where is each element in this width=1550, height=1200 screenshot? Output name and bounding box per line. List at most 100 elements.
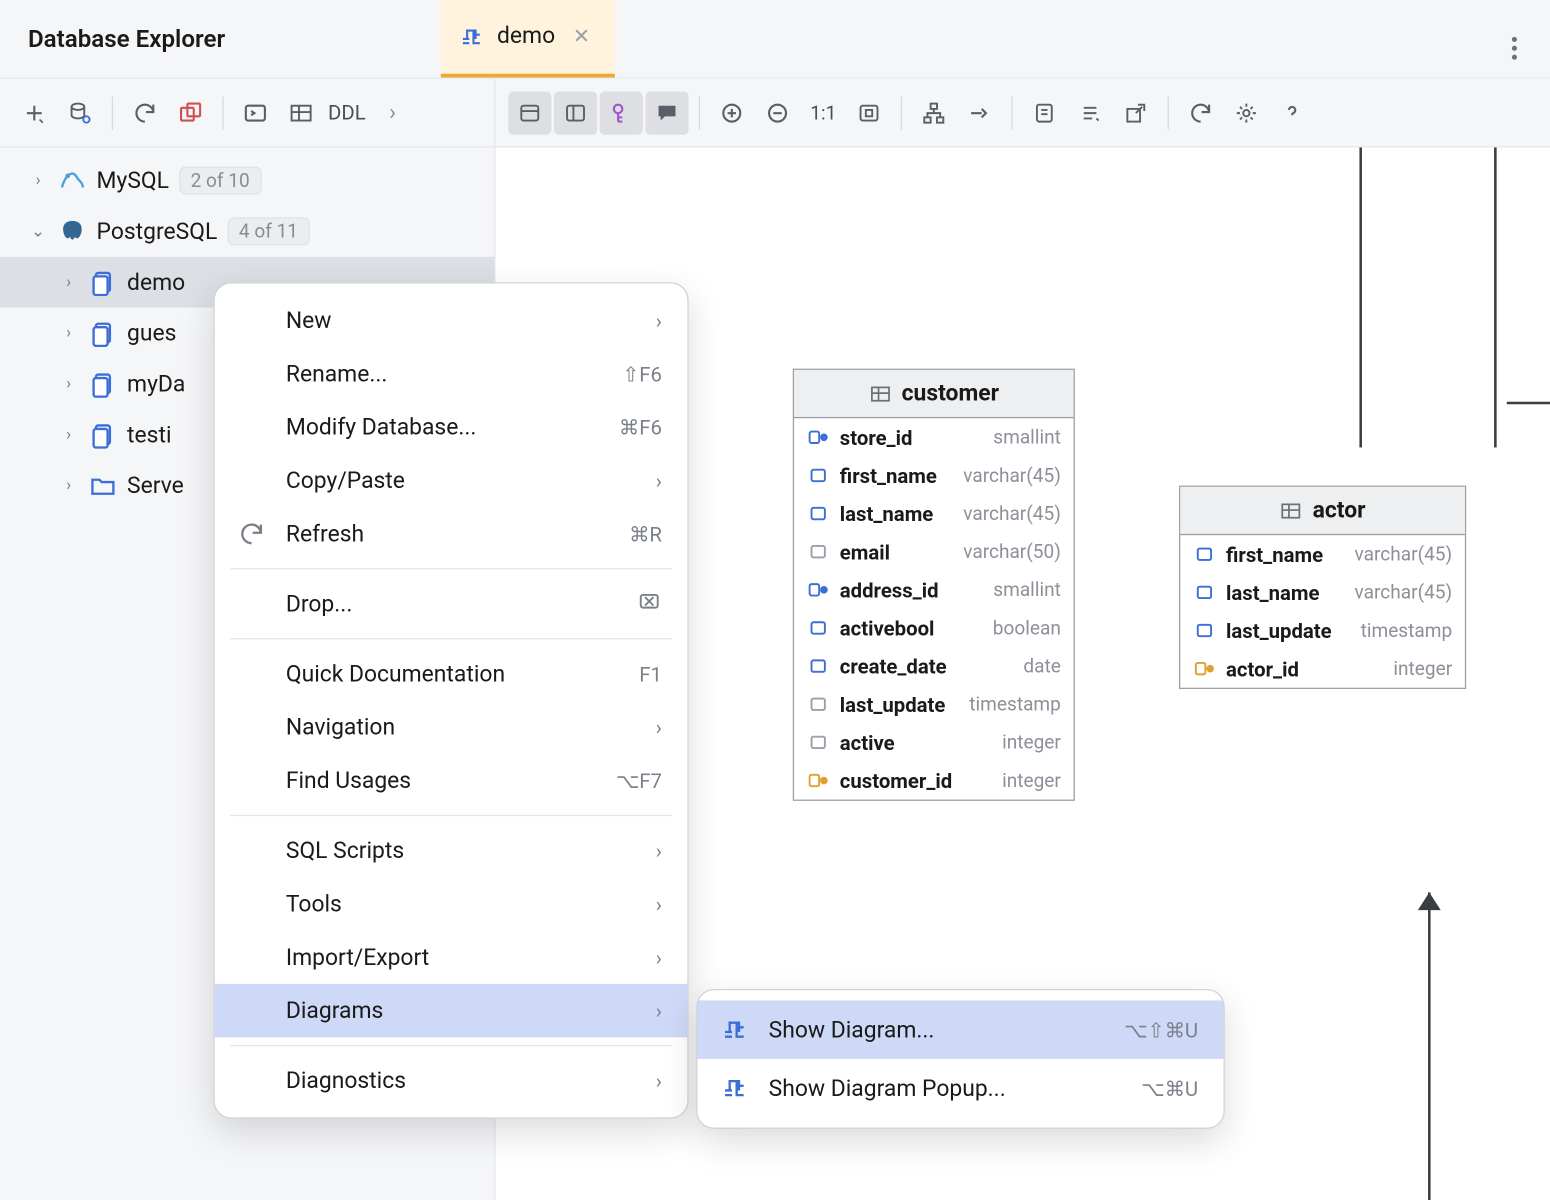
menu-item-modify[interactable]: Modify Database...⌘F6 xyxy=(215,400,688,453)
menu-item-drop[interactable]: Drop... xyxy=(215,577,688,630)
layout-mode-1-button[interactable] xyxy=(508,91,551,134)
table-column: first_name varchar(45) xyxy=(794,456,1074,494)
tab-label: demo xyxy=(497,23,555,50)
chevron-right-icon: › xyxy=(656,715,662,739)
chevron-right-icon: › xyxy=(656,999,662,1023)
fit-button[interactable] xyxy=(847,91,890,134)
add-button[interactable] xyxy=(13,91,56,134)
menu-item-show-diagram-popup[interactable]: Show Diagram Popup...⌥⌘U xyxy=(698,1059,1224,1117)
column-name: last_name xyxy=(1226,580,1319,604)
table-column: last_namevarchar(45) xyxy=(1180,573,1465,611)
column-icon xyxy=(807,578,830,601)
column-icon xyxy=(807,731,830,754)
menu-item-diagrams[interactable]: Diagrams› xyxy=(215,984,688,1037)
expand-toolbar-button[interactable]: › xyxy=(371,91,414,134)
column-type: timestamp xyxy=(1361,619,1453,642)
table-title: actor xyxy=(1313,497,1366,524)
menu-item-rename[interactable]: Rename...⇧F6 xyxy=(215,347,688,400)
postgresql-icon xyxy=(58,217,86,245)
zoom-in-button[interactable] xyxy=(710,91,753,134)
chevron-right-icon: › xyxy=(58,425,78,444)
menu-item-import-export[interactable]: Import/Export› xyxy=(215,931,688,984)
tree-label: gues xyxy=(127,320,176,347)
panel-title: Database Explorer xyxy=(28,24,225,53)
column-type: smallint xyxy=(993,578,1061,601)
chevron-right-icon: › xyxy=(656,1068,662,1092)
help-button[interactable] xyxy=(1270,91,1313,134)
more-button[interactable] xyxy=(1499,10,1529,67)
table-title: customer xyxy=(902,380,999,407)
database-icon xyxy=(89,319,117,347)
zoom-out-button[interactable] xyxy=(756,91,799,134)
show-comments-button[interactable] xyxy=(645,91,688,134)
column-name: first_name xyxy=(840,463,937,487)
menu-item-copy-paste[interactable]: Copy/Paste› xyxy=(215,454,688,507)
table-column: last_updatetimestamp xyxy=(794,685,1074,723)
doc-button[interactable] xyxy=(1023,91,1066,134)
menu-item-find-usages[interactable]: Find Usages⌥F7 xyxy=(215,754,688,807)
table-button[interactable] xyxy=(280,91,323,134)
column-name: store_id xyxy=(840,425,913,449)
layout-mode-2-button[interactable] xyxy=(554,91,597,134)
menu-item-diagnostics[interactable]: Diagnostics› xyxy=(215,1054,688,1107)
separator xyxy=(699,96,700,129)
diagram-toolbar: 1:1 xyxy=(495,79,1550,148)
column-icon xyxy=(1193,543,1216,566)
sync-button[interactable] xyxy=(1179,91,1222,134)
ddl-button[interactable]: DDL xyxy=(325,91,368,134)
table-customer[interactable]: customerstore_idsmallintfirst_namevarcha… xyxy=(793,369,1075,801)
column-type: varchar(45) xyxy=(963,464,1061,487)
layout-button[interactable] xyxy=(912,91,955,134)
list-button[interactable] xyxy=(1068,91,1111,134)
table-column: address_idsmallint xyxy=(794,571,1074,609)
settings-button[interactable] xyxy=(1225,91,1268,134)
menu-separator xyxy=(230,638,672,639)
column-type: varchar(45) xyxy=(963,502,1061,525)
tab-demo[interactable]: demo ✕ xyxy=(441,0,615,78)
stop-button[interactable] xyxy=(169,91,212,134)
chevron-right-icon: › xyxy=(656,838,662,862)
chevron-right-icon: › xyxy=(656,892,662,916)
table-actor[interactable]: actor first_name varchar(45) last_namevarch… xyxy=(1179,486,1466,689)
table-column: last_updatetimestamp xyxy=(1180,611,1465,649)
menu-item-show-diagram[interactable]: Show Diagram...⌥⇧⌘U xyxy=(698,1000,1224,1058)
zoom-reset-button[interactable]: 1:1 xyxy=(802,91,845,134)
tree-label: PostgreSQL xyxy=(97,218,218,245)
column-icon xyxy=(1193,619,1216,642)
column-type: integer xyxy=(1002,731,1061,754)
console-button[interactable] xyxy=(234,91,277,134)
table-column: emailvarchar(50) xyxy=(794,533,1074,571)
datasource-settings-button[interactable] xyxy=(58,91,101,134)
column-name: actor_id xyxy=(1226,657,1299,681)
column-type: varchar(45) xyxy=(1355,543,1453,566)
menu-separator xyxy=(230,815,672,816)
chevron-down-icon: ⌄ xyxy=(28,222,48,241)
mysql-icon xyxy=(58,167,86,195)
menu-item-quick-doc[interactable]: Quick DocumentationF1 xyxy=(215,647,688,700)
menu-item-new[interactable]: New› xyxy=(215,294,688,347)
table-header: actor xyxy=(1180,487,1465,535)
column-name: customer_id xyxy=(840,768,952,792)
database-icon xyxy=(89,421,117,449)
column-name: first_name xyxy=(1226,542,1323,566)
show-keys-button[interactable] xyxy=(600,91,643,134)
column-type: varchar(50) xyxy=(963,540,1061,563)
tree-item-postgresql[interactable]: ⌄ PostgreSQL 4 of 11 xyxy=(0,206,494,257)
chevron-right-icon: › xyxy=(58,273,78,292)
diagram-icon xyxy=(459,24,484,49)
export-button[interactable] xyxy=(1114,91,1157,134)
menu-item-refresh[interactable]: Refresh⌘R xyxy=(215,507,688,560)
table-header: customer xyxy=(794,370,1074,418)
tree-item-mysql[interactable]: › MySQL 2 of 10 xyxy=(0,155,494,206)
table-icon xyxy=(1280,499,1303,522)
table-column: first_name varchar(45) xyxy=(1180,535,1465,573)
refresh-button[interactable] xyxy=(123,91,166,134)
menu-item-tools[interactable]: Tools› xyxy=(215,877,688,930)
close-icon[interactable]: ✕ xyxy=(568,22,595,51)
menu-item-sql-scripts[interactable]: SQL Scripts› xyxy=(215,824,688,877)
menu-item-navigation[interactable]: Navigation› xyxy=(215,700,688,753)
edge xyxy=(1428,892,1431,1200)
route-button[interactable] xyxy=(958,91,1001,134)
edge xyxy=(1359,147,1362,447)
separator xyxy=(1011,96,1012,129)
